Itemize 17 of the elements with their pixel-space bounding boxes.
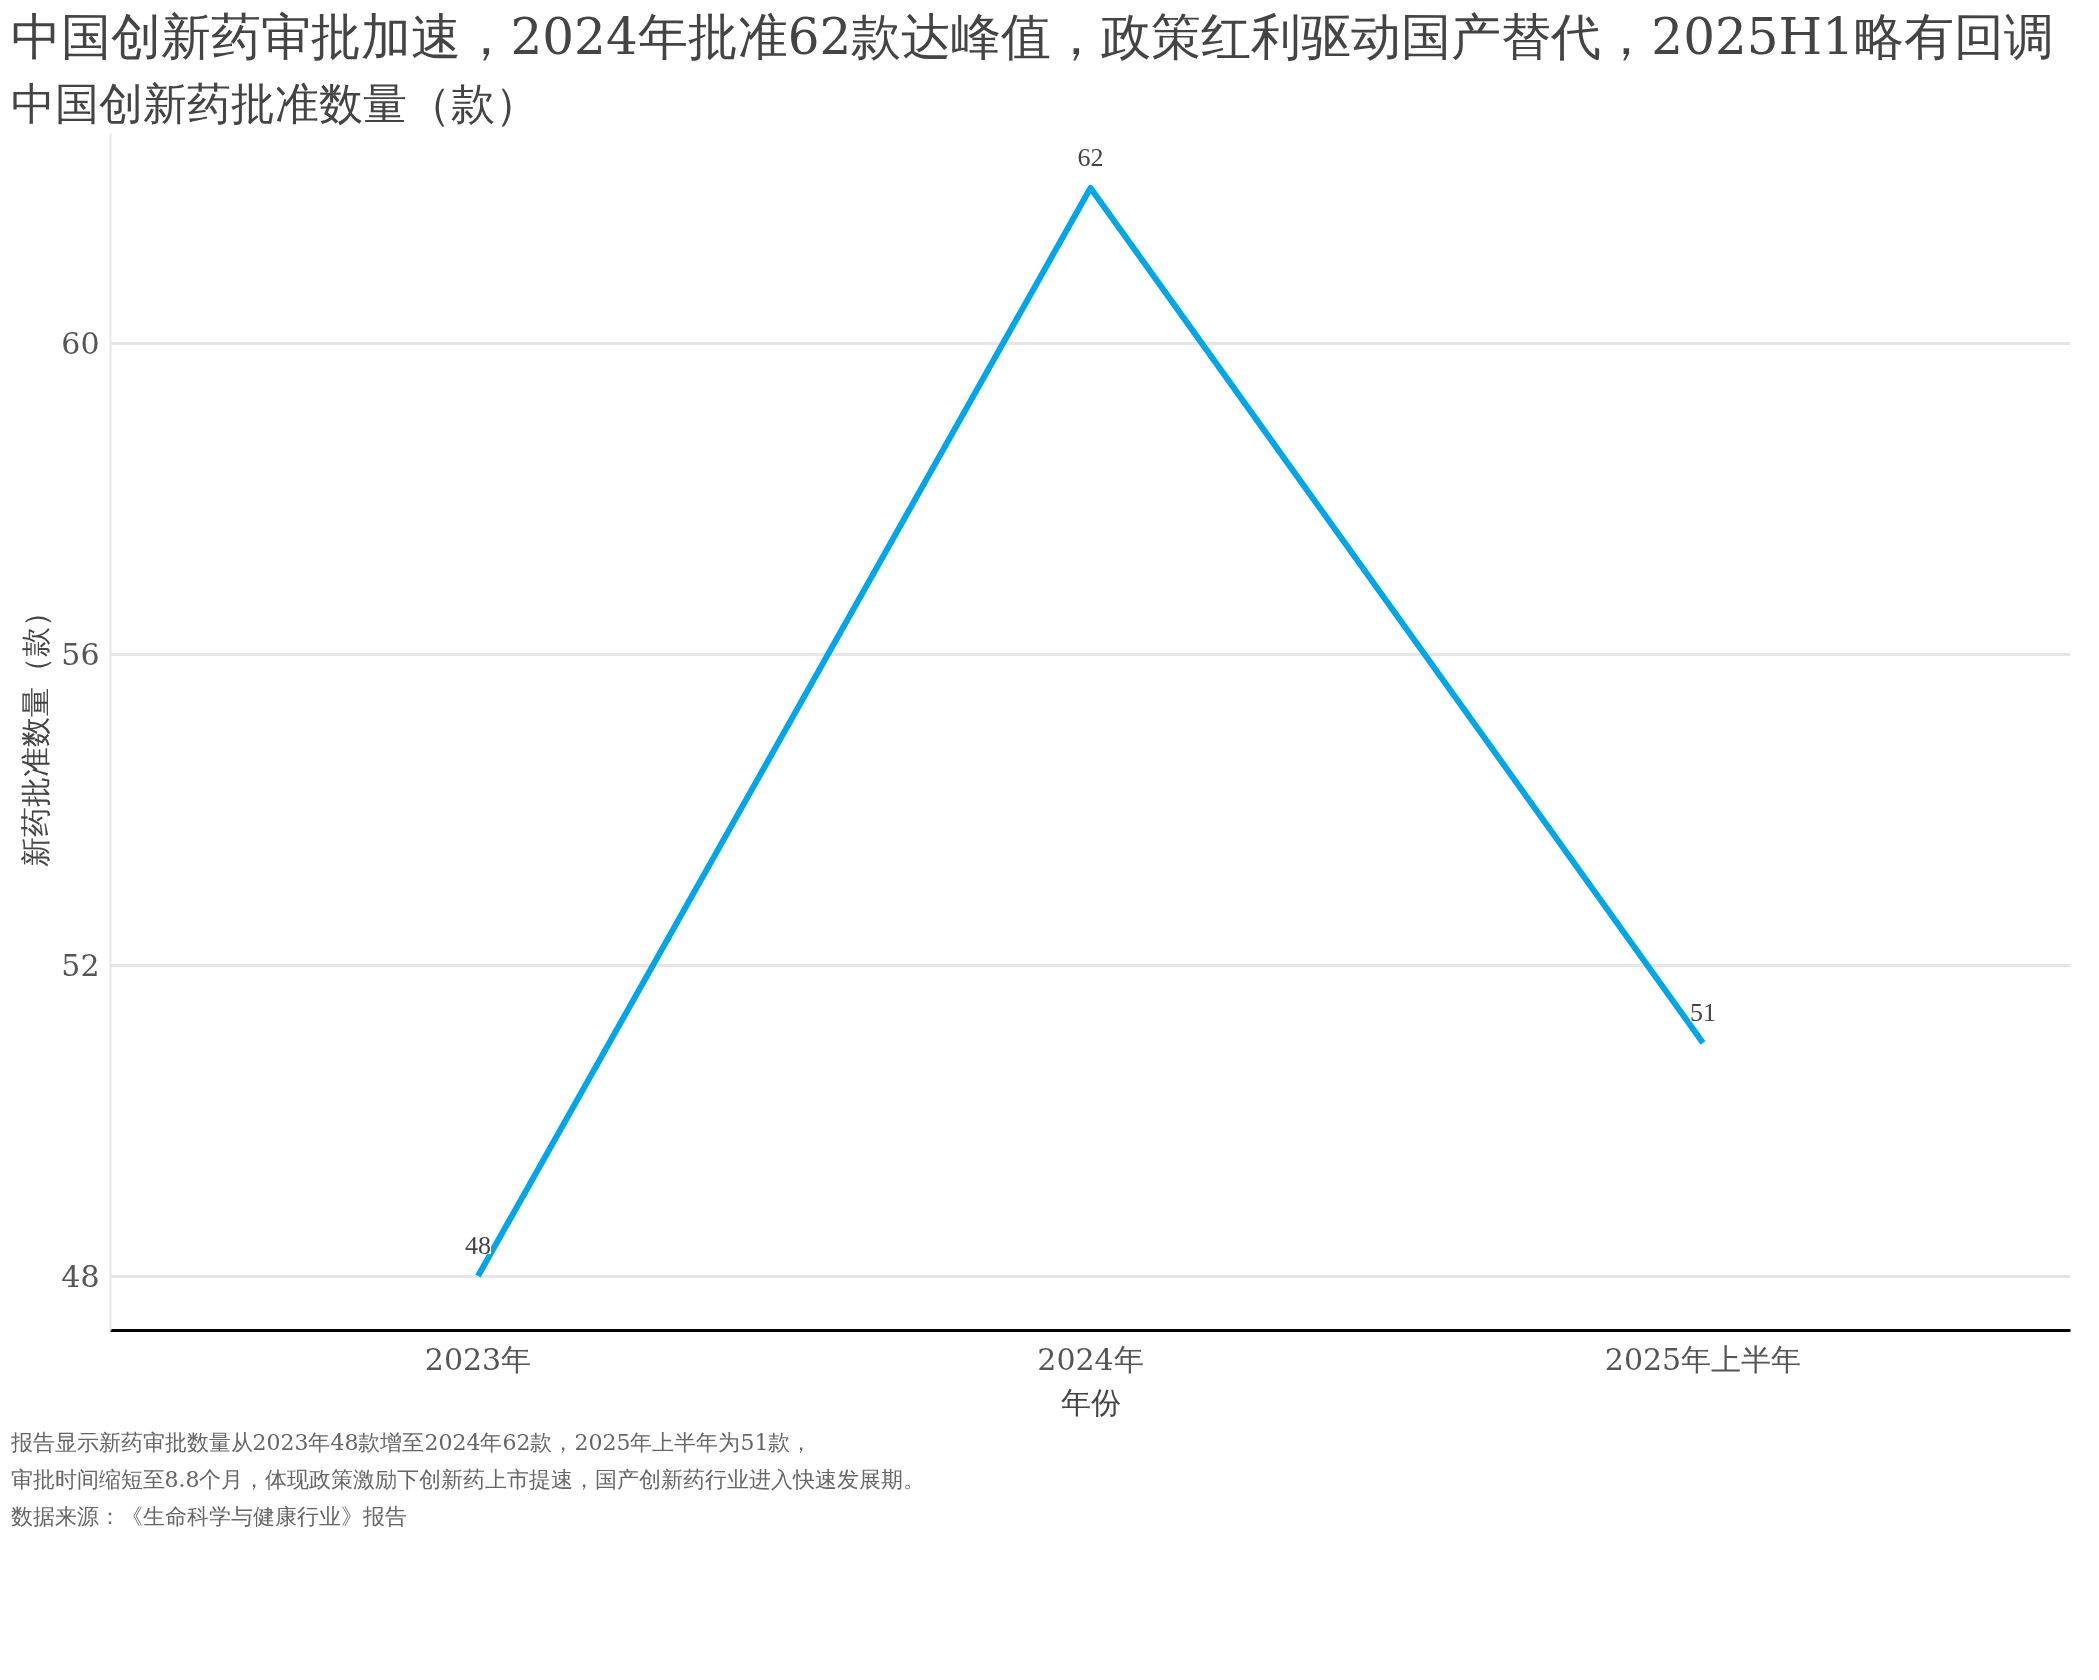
y-axis-title: 新药批准数量（款） <box>18 597 54 867</box>
x-tick-label: 2025年上半年 <box>1604 1341 1802 1377</box>
y-tick-label: 52 <box>61 948 100 984</box>
chart-title: 中国创新药审批加速，2024年批准62款达峰值，政策红利驱动国产替代，2025H1略有回调 <box>10 7 2055 66</box>
data-label: 48 <box>465 1231 491 1261</box>
chart-subtitle: 中国创新药批准数量（款） <box>10 77 539 129</box>
text: 审批时间缩短至8.8个月，体现政策激励下创新药上市提速，国产创新药行业进入快速发展期。 <box>10 1466 926 1492</box>
data-label: 51 <box>1690 997 1716 1027</box>
y-tick-label: 48 <box>61 1259 100 1295</box>
x-tick-label: 2023年 <box>424 1341 532 1377</box>
y-tick-label: 60 <box>61 326 100 362</box>
source-note: 数据来源：《生命科学与健康行业》报告 <box>10 1503 407 1529</box>
y-tick-label: 56 <box>61 637 100 673</box>
x-axis-title: 年份 <box>1060 1384 1121 1420</box>
text: 报告显示新药审批数量从2023年48款增至2024年62款，2025年上半年为51款， <box>9 1429 813 1455</box>
data-label: 62 <box>1077 142 1104 172</box>
x-tick-label: 2024年 <box>1037 1341 1144 1377</box>
